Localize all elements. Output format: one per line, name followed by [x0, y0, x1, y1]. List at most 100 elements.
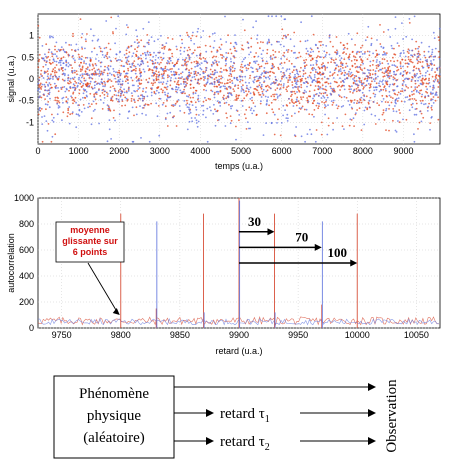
signal-point [143, 96, 146, 98]
signal-point [118, 51, 121, 53]
signal-point [51, 55, 54, 58]
signal-point [196, 62, 199, 65]
signal-point [315, 80, 317, 83]
signal-point [297, 73, 300, 76]
signal-point [249, 51, 252, 54]
signal-point [265, 70, 267, 73]
signal-point [430, 91, 432, 94]
signal-point [421, 99, 424, 102]
signal-point [269, 74, 271, 77]
signal-point [54, 133, 57, 136]
signal-point [67, 82, 69, 84]
signal-point [134, 101, 136, 103]
signal-point [376, 102, 379, 104]
signal-point [260, 76, 262, 79]
signal-point [109, 79, 111, 81]
signal-point [241, 105, 244, 107]
signal-point [84, 79, 87, 82]
signal-point [354, 56, 357, 59]
signal-point [432, 55, 435, 58]
signal-point [294, 85, 296, 88]
signal-point [414, 88, 417, 90]
signal-point [345, 62, 348, 65]
signal-point [190, 72, 193, 74]
signal-point [340, 57, 343, 60]
signal-point [266, 100, 268, 103]
signal-point [314, 140, 317, 143]
signal-point [368, 69, 370, 72]
signal-point [245, 90, 247, 93]
signal-point [99, 95, 102, 97]
signal-point [80, 85, 83, 88]
signal-point [233, 90, 236, 92]
signal-point [183, 111, 186, 114]
signal-point [176, 83, 178, 85]
signal-point [276, 40, 279, 43]
signal-point [126, 99, 129, 102]
signal-point [164, 45, 166, 48]
signal-point [54, 96, 57, 99]
delay2-label: retard τ2 [220, 434, 270, 453]
signal-point [135, 106, 138, 109]
signal-point [414, 108, 417, 110]
signal-point [392, 89, 395, 92]
signal-point [147, 54, 150, 56]
signal-point [256, 89, 259, 92]
signal-point [180, 91, 183, 94]
signal-point [242, 18, 244, 21]
signal-point [366, 108, 369, 111]
signal-point [260, 53, 263, 55]
signal-point [183, 86, 186, 88]
signal-point [284, 109, 286, 111]
signal-point [365, 75, 368, 77]
signal-point [318, 92, 321, 94]
signal-point [235, 77, 238, 79]
signal-point [62, 66, 64, 69]
signal-point [123, 91, 126, 94]
signal-point [259, 41, 262, 43]
signal-point [253, 78, 256, 81]
signal-point [364, 72, 366, 75]
signal-point [375, 88, 378, 91]
signal-point [160, 35, 162, 37]
signal-point [352, 90, 355, 92]
signal-point [307, 76, 309, 79]
signal-point [289, 38, 292, 41]
signal-point [374, 86, 377, 89]
signal-point [107, 69, 110, 71]
signal-point [372, 52, 374, 55]
signal-point [287, 49, 290, 51]
signal-point [357, 86, 359, 89]
signal-point [262, 41, 264, 44]
signal-point [181, 38, 183, 41]
signal-point [430, 99, 432, 102]
signal-point [147, 104, 150, 106]
signal-point [112, 85, 114, 87]
signal-point [429, 85, 432, 88]
signal-point [304, 40, 307, 43]
signal-point [51, 119, 54, 122]
signal-point [132, 52, 135, 55]
signal-point [269, 56, 272, 59]
signal-point [433, 80, 436, 83]
signal-point [314, 43, 317, 46]
signal-point [224, 125, 227, 127]
signal-point [438, 75, 441, 78]
signal-point [243, 113, 246, 116]
signal-point [399, 65, 402, 68]
signal-point [384, 52, 386, 55]
signal-point [251, 96, 253, 99]
signal-point [187, 60, 189, 63]
signal-point [152, 82, 155, 85]
signal-point [213, 96, 216, 99]
signal-point [49, 83, 52, 86]
signal-point [362, 87, 365, 90]
signal-point [386, 95, 388, 98]
signal-point [290, 115, 293, 117]
signal-point [374, 123, 377, 125]
signal-point [348, 56, 350, 58]
signal-point [353, 76, 356, 79]
signal-point [143, 70, 146, 73]
signal-point [304, 65, 306, 67]
signal-point [75, 70, 78, 72]
